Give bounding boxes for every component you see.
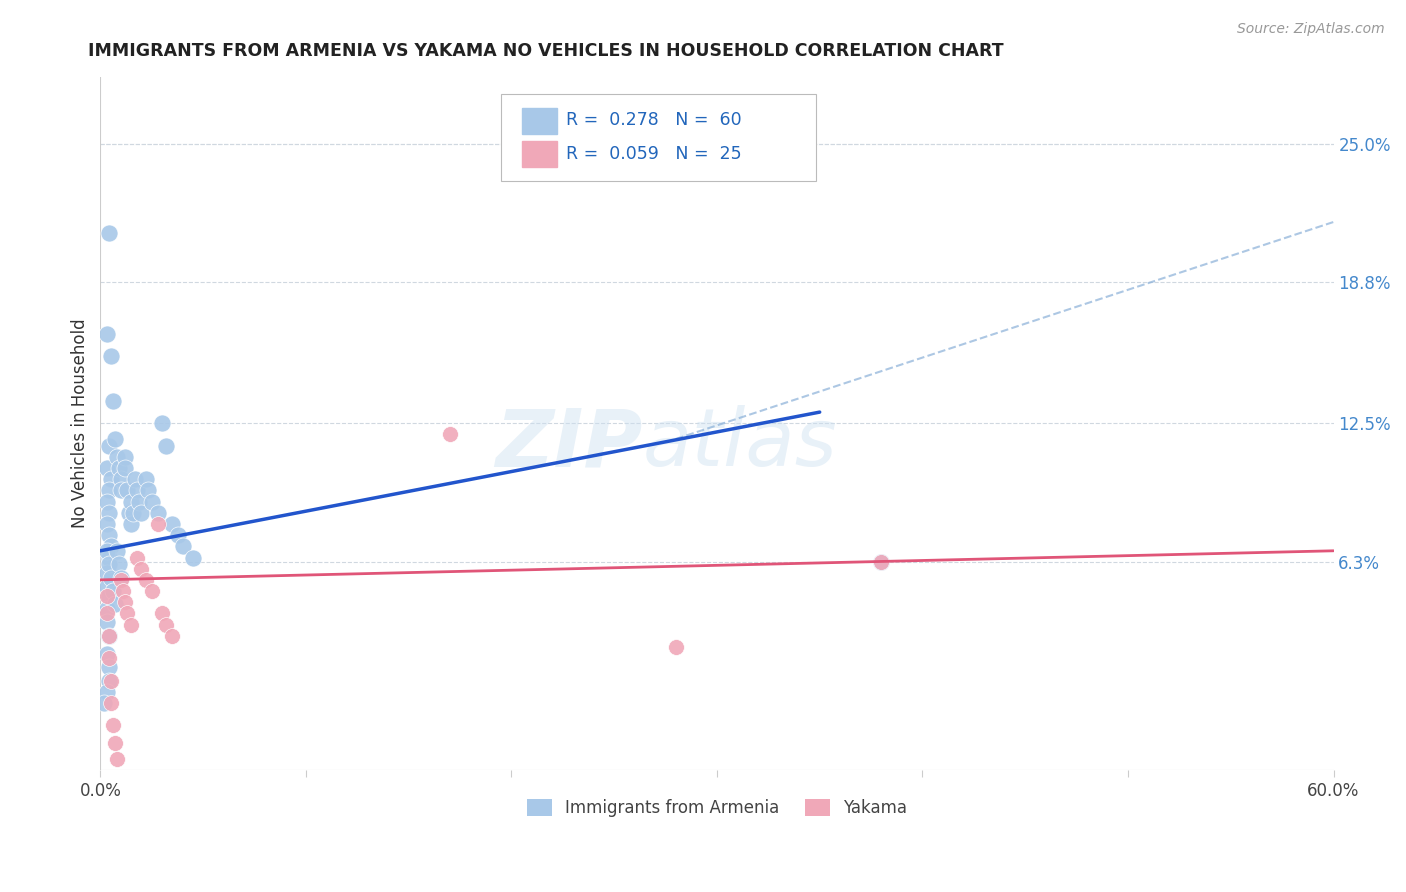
- Point: [141, 494, 163, 508]
- Point: [97, 651, 120, 665]
- Point: [162, 629, 184, 643]
- Point: [96, 580, 118, 594]
- Point: [115, 483, 138, 498]
- Text: atlas: atlas: [643, 405, 838, 483]
- Point: [115, 607, 138, 621]
- Point: [120, 617, 142, 632]
- Point: [150, 607, 173, 621]
- Point: [96, 566, 118, 581]
- Point: [104, 736, 127, 750]
- Point: [114, 595, 136, 609]
- Point: [96, 647, 118, 661]
- Point: [96, 543, 118, 558]
- Point: [108, 461, 131, 475]
- Point: [97, 673, 120, 688]
- Point: [101, 393, 124, 408]
- Point: [870, 555, 893, 569]
- Bar: [522, 108, 557, 134]
- Point: [100, 349, 122, 363]
- Point: [155, 439, 177, 453]
- Point: [110, 472, 132, 486]
- Point: [96, 516, 118, 531]
- Point: [181, 550, 204, 565]
- Bar: [522, 141, 557, 168]
- Point: [665, 640, 688, 654]
- Point: [136, 483, 159, 498]
- Point: [131, 562, 153, 576]
- Point: [97, 528, 120, 542]
- Point: [97, 550, 120, 565]
- Text: Source: ZipAtlas.com: Source: ZipAtlas.com: [1237, 22, 1385, 37]
- Point: [100, 472, 122, 486]
- Legend: Immigrants from Armenia, Yakama: Immigrants from Armenia, Yakama: [520, 793, 914, 824]
- Point: [146, 506, 169, 520]
- Point: [162, 516, 184, 531]
- Point: [97, 506, 120, 520]
- Point: [97, 589, 120, 603]
- Point: [141, 584, 163, 599]
- Text: R =  0.059   N =  25: R = 0.059 N = 25: [567, 145, 742, 162]
- Point: [110, 573, 132, 587]
- Point: [114, 450, 136, 464]
- Point: [97, 439, 120, 453]
- Point: [128, 494, 150, 508]
- Point: [97, 660, 120, 674]
- Point: [97, 226, 120, 240]
- Point: [120, 494, 142, 508]
- Point: [167, 528, 190, 542]
- Point: [96, 684, 118, 698]
- Point: [97, 629, 120, 643]
- Point: [127, 483, 149, 498]
- Point: [100, 673, 122, 688]
- Point: [96, 461, 118, 475]
- Point: [172, 539, 194, 553]
- Point: [108, 558, 131, 572]
- Point: [96, 602, 118, 616]
- Text: ZIP: ZIP: [495, 405, 643, 483]
- Point: [150, 417, 173, 431]
- Y-axis label: No Vehicles in Household: No Vehicles in Household: [72, 318, 89, 528]
- Point: [131, 506, 153, 520]
- Text: R =  0.278   N =  60: R = 0.278 N = 60: [567, 112, 742, 129]
- Point: [101, 718, 124, 732]
- Point: [110, 571, 132, 585]
- Point: [96, 615, 118, 630]
- FancyBboxPatch shape: [501, 94, 815, 180]
- Point: [870, 555, 893, 569]
- Point: [104, 432, 127, 446]
- Point: [122, 506, 145, 520]
- Point: [110, 483, 132, 498]
- Point: [114, 461, 136, 475]
- Point: [124, 472, 146, 486]
- Text: IMMIGRANTS FROM ARMENIA VS YAKAMA NO VEHICLES IN HOUSEHOLD CORRELATION CHART: IMMIGRANTS FROM ARMENIA VS YAKAMA NO VEH…: [89, 42, 1004, 60]
- Point: [155, 617, 177, 632]
- Point: [127, 550, 149, 565]
- Point: [100, 696, 122, 710]
- Point: [101, 584, 124, 599]
- Point: [120, 516, 142, 531]
- Point: [97, 483, 120, 498]
- Point: [104, 598, 127, 612]
- Point: [105, 752, 128, 766]
- Point: [96, 326, 118, 341]
- Point: [93, 696, 115, 710]
- Point: [100, 539, 122, 553]
- Point: [111, 584, 134, 599]
- Point: [96, 494, 118, 508]
- Point: [97, 558, 120, 572]
- Point: [96, 607, 118, 621]
- Point: [105, 450, 128, 464]
- Point: [135, 472, 157, 486]
- Point: [100, 571, 122, 585]
- Point: [105, 543, 128, 558]
- Point: [97, 629, 120, 643]
- Point: [96, 589, 118, 603]
- Point: [146, 516, 169, 531]
- Point: [118, 506, 141, 520]
- Point: [439, 427, 461, 442]
- Point: [135, 573, 157, 587]
